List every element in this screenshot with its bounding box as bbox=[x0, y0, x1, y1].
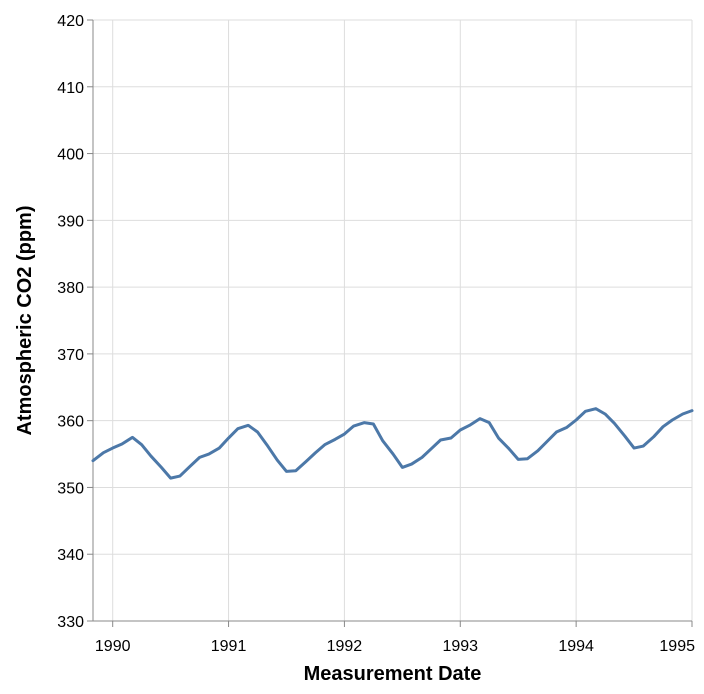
y-tick-label: 400 bbox=[57, 147, 84, 164]
y-tick-label: 390 bbox=[57, 213, 84, 230]
y-tick-label: 420 bbox=[57, 13, 84, 30]
x-tick-label: 1991 bbox=[211, 638, 247, 655]
y-tick-label: 330 bbox=[57, 614, 84, 631]
y-axis-title: Atmospheric CO2 (ppm) bbox=[14, 205, 36, 435]
x-tick-label: 1992 bbox=[327, 638, 363, 655]
y-tick-label: 350 bbox=[57, 480, 84, 497]
co2-series-line bbox=[91, 407, 694, 480]
y-tick-label: 370 bbox=[57, 347, 84, 364]
y-tick-label: 360 bbox=[57, 414, 84, 431]
y-tick-label: 340 bbox=[57, 547, 84, 564]
y-tick-label: 410 bbox=[57, 80, 84, 97]
series-layer bbox=[91, 407, 694, 480]
x-tick-label: 1993 bbox=[442, 638, 478, 655]
x-axis-title: Measurement Date bbox=[304, 663, 482, 685]
x-tick-label: 1995 bbox=[659, 638, 695, 655]
x-tick-label: 1990 bbox=[95, 638, 131, 655]
y-tick-label: 380 bbox=[57, 280, 84, 297]
x-tick-label: 1994 bbox=[558, 638, 594, 655]
gridlines bbox=[93, 19, 693, 622]
axes: 330 340 350 360 370 380 390 400 410 420 1990 1991 19… bbox=[57, 13, 695, 655]
